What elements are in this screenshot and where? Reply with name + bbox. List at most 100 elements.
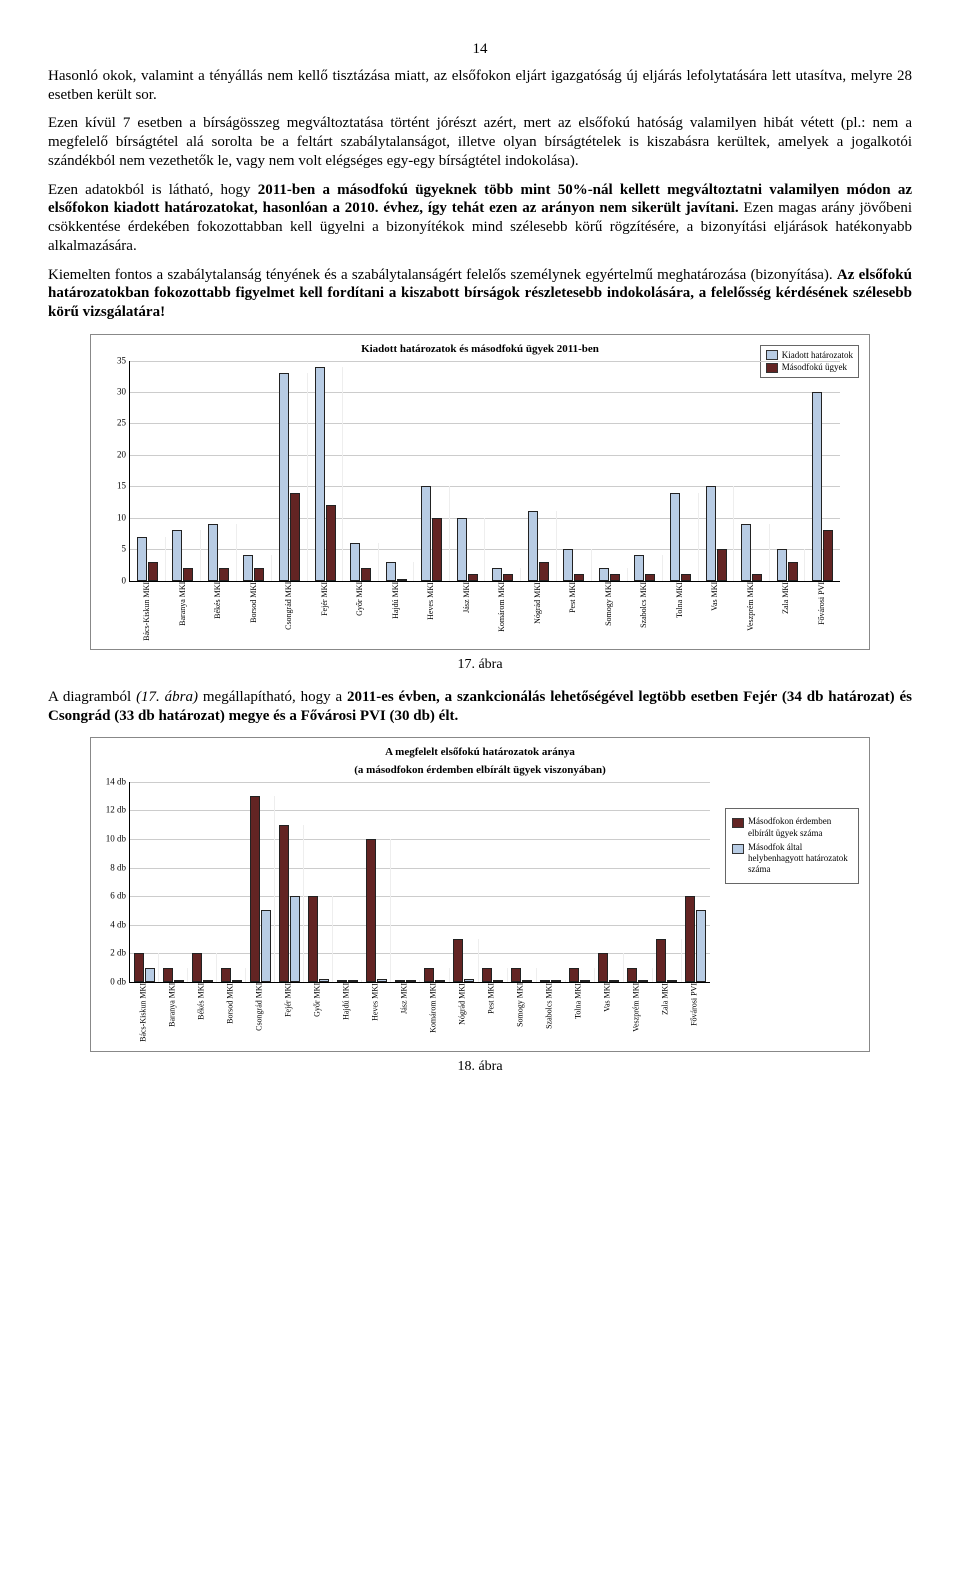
bar-series2 [290, 896, 300, 982]
bar-series1 [656, 939, 666, 982]
xlabel: Békés MKI [187, 983, 216, 1045]
legend2-label-1: Másodfokon érdemben elbírált ügyek száma [748, 816, 852, 839]
xlabel: Borsod MKI [216, 983, 245, 1045]
bar-series1 [457, 518, 467, 581]
bar-series2 [319, 979, 329, 982]
legend2-swatch-1 [732, 818, 744, 828]
xlabel: Fejér MKI [274, 983, 303, 1045]
chart1-plot: 05101520253035 [129, 361, 840, 582]
ytick: 20 [100, 449, 126, 460]
xlabel: Heves MKI [361, 983, 390, 1045]
p3-a: Ezen adatokból is látható, hogy [48, 182, 258, 198]
bar-series1 [569, 968, 579, 982]
ytick: 14 db [100, 776, 126, 787]
ytick: 15 [100, 481, 126, 492]
xlabel: Bács-Kiskun MKI [129, 983, 158, 1045]
bar-series1 [563, 549, 573, 580]
bar-series1 [386, 562, 396, 581]
chart2-xlabels: Bács-Kiskun MKIBaranya MKIBékés MKIBorso… [129, 983, 709, 1045]
xlabel: Baranya MKI [158, 983, 187, 1045]
bar-series2 [361, 568, 371, 581]
bar-series2 [468, 574, 478, 580]
bar-series2 [183, 568, 193, 581]
chart1-title: Kiadott határozatok és másodfokú ügyek 2… [99, 343, 861, 357]
bar-series1 [250, 796, 260, 982]
fig17-caption: 17. ábra [48, 656, 912, 674]
bar-series1 [511, 968, 521, 982]
ytick: 8 db [100, 862, 126, 873]
bar-series1 [634, 555, 644, 580]
xlabel: Komárom MKI [484, 582, 520, 644]
bar-series1 [366, 839, 376, 982]
bar-series2 [823, 530, 833, 580]
xlabel: Jász MKI [449, 582, 485, 644]
bar-series2 [681, 574, 691, 580]
bar-series1 [221, 968, 231, 982]
bar-series1 [598, 953, 608, 982]
ytick: 6 db [100, 891, 126, 902]
bar-series1 [172, 530, 182, 580]
bar-series2 [377, 979, 387, 982]
para-2: Ezen kívül 7 esetben a bírságösszeg megv… [48, 114, 912, 170]
bar-series2 [696, 910, 706, 981]
bar-series2 [574, 574, 584, 580]
xlabel: Pest MKI [477, 983, 506, 1045]
ytick: 4 db [100, 919, 126, 930]
bar-series2 [432, 518, 442, 581]
bar-series1 [528, 511, 538, 580]
bar-series2 [145, 968, 155, 982]
bar-series1 [308, 896, 318, 982]
chart-2: A megfelelt elsőfokú határozatok aránya … [90, 737, 870, 1051]
ytick: 25 [100, 418, 126, 429]
bar-series2 [788, 562, 798, 581]
bar-series1 [741, 524, 751, 581]
bar-series1 [627, 968, 637, 982]
chart2-title-2: (a másodfokon érdemben elbírált ügyek vi… [99, 764, 861, 778]
bar-series2 [752, 574, 762, 580]
bar-series2 [219, 568, 229, 581]
bar-series2 [667, 980, 677, 982]
bar-series2 [609, 980, 619, 982]
bar-series2 [717, 549, 727, 580]
bar-series2 [348, 980, 358, 982]
bar-series2 [174, 980, 184, 982]
chart2-plot: 0 db2 db4 db6 db8 db10 db12 db14 db [129, 782, 710, 983]
xlabel: Szabolcs MKI [626, 582, 662, 644]
bar-series1 [492, 568, 502, 581]
bar-series2 [580, 980, 590, 982]
xlabel: Nógrád MKI [520, 582, 556, 644]
para-4: Kiemelten fontos a szabálytalanság tényé… [48, 266, 912, 322]
bar-series2 [254, 568, 264, 581]
xlabel: Csongrád MKI [245, 983, 274, 1045]
xlabel: Somogy MKI [506, 983, 535, 1045]
chart2-legend: Másodfokon érdemben elbírált ügyek száma… [725, 808, 859, 883]
ytick: 10 [100, 512, 126, 523]
bar-series2 [464, 979, 474, 982]
bar-series1 [482, 968, 492, 982]
bar-series1 [134, 953, 144, 982]
bar-series1 [421, 486, 431, 580]
legend2-swatch-2 [732, 844, 744, 854]
xlabel: Tolna MKI [662, 582, 698, 644]
bar-series1 [812, 392, 822, 581]
xlabel: Borsod MKI [236, 582, 272, 644]
xlabel: Győr MKI [303, 983, 332, 1045]
xlabel: Zala MKI [651, 983, 680, 1045]
xlabel: Békés MKI [200, 582, 236, 644]
bar-series2 [522, 980, 532, 982]
bar-series1 [670, 493, 680, 581]
xlabel: Győr MKI [342, 582, 378, 644]
bar-series1 [453, 939, 463, 982]
p5-a: A diagramból [48, 689, 136, 705]
chart1-xlabels: Bács-Kiskun MKIBaranya MKIBékés MKIBorso… [129, 582, 839, 644]
ytick: 30 [100, 386, 126, 397]
bar-series1 [137, 537, 147, 581]
bar-series2 [638, 980, 648, 982]
bar-series1 [192, 953, 202, 982]
bar-series1 [208, 524, 218, 581]
ytick: 2 db [100, 948, 126, 959]
xlabel: Pest MKI [555, 582, 591, 644]
p4-a: Kiemelten fontos a szabálytalanság tényé… [48, 267, 837, 283]
bar-series2 [148, 562, 158, 581]
xlabel: Komárom MKI [419, 983, 448, 1045]
